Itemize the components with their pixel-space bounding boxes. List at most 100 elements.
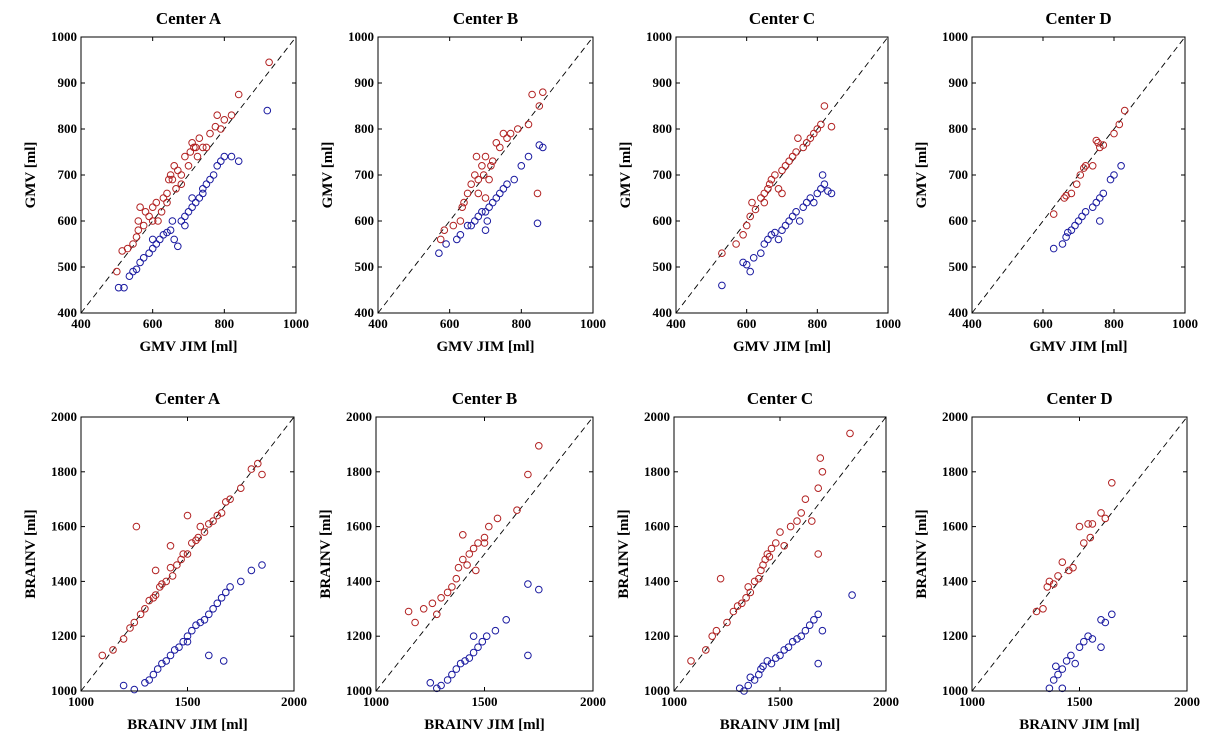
y-tick-label: 1800	[346, 464, 372, 479]
y-tick-label: 2000	[942, 409, 968, 424]
data-point-blue	[797, 632, 806, 641]
y-tick-label: 1800	[51, 464, 77, 479]
x-tick-label: 800	[1104, 316, 1124, 331]
data-point-blue	[746, 267, 755, 276]
data-point-blue	[1088, 203, 1097, 211]
data-point-blue	[814, 610, 823, 619]
data-point-red	[474, 189, 483, 198]
data-point-red	[411, 618, 419, 627]
data-point-red	[458, 203, 467, 211]
data-point-red	[237, 484, 245, 493]
data-point-red	[437, 594, 445, 602]
x-tick-label: 1000	[959, 694, 985, 709]
y-tick-label: 900	[355, 75, 375, 90]
series-blue	[1045, 610, 1116, 693]
y-tick-label: 700	[355, 167, 375, 182]
data-point-blue	[1110, 171, 1118, 179]
data-point-red	[1032, 607, 1041, 616]
y-tick-label: 1000	[346, 683, 372, 698]
y-tick-label: 1000	[646, 29, 672, 44]
data-point-red	[687, 657, 695, 665]
data-point-red	[459, 531, 467, 539]
data-point-blue	[848, 591, 856, 599]
data-point-blue	[181, 212, 189, 221]
data-point-red	[764, 185, 772, 193]
y-tick-label: 400	[58, 305, 78, 320]
data-point-red	[141, 605, 149, 613]
data-point-blue	[488, 198, 497, 207]
data-point-red	[177, 180, 186, 188]
data-point-red	[113, 267, 121, 276]
y-tick-label: 1000	[942, 683, 968, 698]
data-point-red	[165, 175, 173, 184]
data-point-blue	[1049, 244, 1058, 253]
panel-title: Center B	[453, 9, 518, 28]
data-point-blue	[168, 217, 177, 225]
data-point-blue	[749, 253, 758, 262]
data-point-blue	[1062, 657, 1071, 665]
data-point-blue	[219, 657, 228, 665]
data-point-red	[503, 134, 511, 142]
panel-gmv-center-d: Center D 400 600 800 1000 400 500 600 700 800 900 1…	[914, 9, 1198, 355]
data-point-red	[168, 175, 177, 184]
y-tick-label: 1000	[942, 29, 968, 44]
data-point-blue	[772, 654, 780, 662]
data-point-red	[136, 610, 145, 619]
data-point-blue	[539, 143, 547, 152]
data-point-red	[188, 539, 196, 547]
data-point-red	[226, 495, 234, 504]
data-point-red	[801, 495, 810, 504]
data-point-red	[827, 122, 836, 131]
data-point-red	[818, 468, 827, 476]
panel-title: Center A	[156, 9, 222, 28]
data-point-red	[452, 574, 461, 583]
identity-line	[971, 416, 1188, 692]
data-point-blue	[469, 648, 478, 657]
data-point-red	[1120, 106, 1129, 115]
data-point-red	[209, 517, 217, 525]
data-point-blue	[1067, 226, 1076, 234]
y-tick-label: 500	[58, 259, 78, 274]
data-point-blue	[813, 189, 822, 198]
y-tick-label: 1000	[51, 683, 77, 698]
data-point-red	[702, 646, 710, 654]
data-point-blue	[792, 208, 800, 216]
data-point-red	[742, 221, 751, 230]
data-point-blue	[162, 657, 170, 665]
x-tick-label: 1000	[1172, 316, 1198, 331]
data-point-red	[433, 610, 441, 619]
data-point-red	[816, 454, 825, 462]
y-tick-label: 800	[58, 121, 78, 136]
panel-title: Center A	[155, 389, 221, 408]
data-point-red	[196, 522, 205, 531]
y-tick-label: 1200	[942, 628, 968, 643]
data-point-red	[813, 125, 822, 133]
series-red	[1032, 479, 1116, 616]
data-point-red	[162, 577, 170, 586]
data-point-blue	[776, 651, 784, 660]
data-point-blue	[818, 626, 827, 635]
x-axis-label: BRAINV JIM [ml]	[127, 717, 248, 733]
x-tick-label: 600	[737, 316, 757, 331]
panel-gmv-center-b: Center B 400 600 800 1000 400 500 600 700 800 900 1…	[320, 9, 606, 355]
panel-brainv-center-c: Center C 1000 1500 2000 1000 1200 1400 1600 1800…	[616, 389, 899, 733]
data-point-red	[765, 180, 774, 188]
y-axis-label: BRAINV [ml]	[616, 509, 632, 598]
data-point-blue	[810, 616, 818, 624]
x-tick-label: 400	[368, 316, 388, 331]
data-point-red	[814, 484, 823, 493]
data-point-blue	[1101, 618, 1110, 627]
y-tick-label: 1800	[644, 464, 670, 479]
data-point-red	[1075, 522, 1084, 531]
data-point-red	[1054, 572, 1062, 580]
data-point-red	[793, 517, 801, 525]
data-point-blue	[119, 681, 128, 690]
data-point-red	[528, 90, 536, 99]
data-point-blue	[469, 632, 478, 641]
data-point-red	[191, 143, 200, 152]
y-tick-label: 900	[949, 75, 969, 90]
data-point-red	[493, 514, 502, 523]
y-tick-label: 500	[949, 259, 969, 274]
data-point-blue	[1075, 643, 1084, 652]
x-tick-label: 1000	[68, 694, 94, 709]
